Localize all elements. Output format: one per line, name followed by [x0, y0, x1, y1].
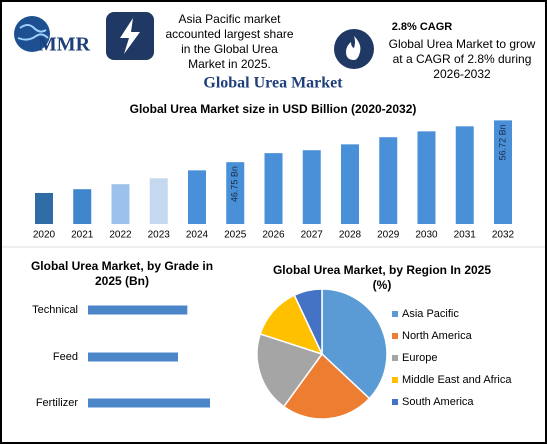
pie-slice — [256, 332, 324, 408]
x-tick-label: 2032 — [492, 230, 515, 241]
legend-label: North America — [402, 330, 473, 342]
legend-label: Europe — [402, 352, 437, 364]
bar — [341, 144, 359, 224]
pie-slice — [321, 288, 388, 400]
data-label: 56.72 Bn — [497, 124, 507, 160]
logo-globe-lines — [17, 24, 49, 41]
x-tick-label: 2029 — [377, 230, 400, 241]
bar — [188, 170, 206, 224]
legend-swatch — [392, 311, 398, 317]
bar — [35, 192, 53, 224]
main-title: Global Urea Market — [203, 75, 343, 92]
bar — [417, 131, 436, 224]
bar — [494, 120, 512, 224]
legend-swatch — [392, 377, 398, 383]
bar — [149, 178, 168, 224]
y-tick-label: Technical — [32, 304, 78, 316]
chart-title: Global Urea Market size in USD Billion (… — [130, 102, 417, 116]
x-tick-label: 2026 — [262, 230, 285, 241]
chart-title: Global Urea Market, by Grade in 2025 (Bn… — [30, 259, 214, 288]
bar — [455, 126, 474, 224]
pie-slice — [293, 288, 323, 355]
x-tick-label: 2030 — [415, 230, 438, 241]
legend-swatch — [392, 399, 398, 405]
bar — [111, 184, 130, 224]
flame-icon — [346, 36, 361, 60]
x-tick-label: 2027 — [301, 230, 324, 241]
y-tick-label: Feed — [53, 351, 78, 363]
chart-title: Global Urea Market, by Region In 2025 (%… — [272, 263, 492, 292]
lightning-icon — [120, 18, 140, 54]
cagr-title: 2.8% CAGR — [391, 21, 453, 33]
bar — [88, 398, 210, 408]
x-tick-label: 2020 — [33, 230, 56, 241]
bar — [302, 150, 321, 224]
bar — [88, 305, 188, 315]
x-tick-label: 2023 — [148, 230, 171, 241]
bar — [88, 352, 178, 362]
x-tick-label: 2022 — [109, 230, 132, 241]
x-tick-label: 2028 — [339, 230, 362, 241]
bar — [73, 189, 92, 224]
bar — [226, 162, 245, 224]
fact-text: Global Urea Market to grow at a CAGR of … — [388, 37, 536, 81]
legend-label: Asia Pacific — [402, 308, 459, 320]
bar — [379, 137, 398, 224]
fact-text: Asia Pacific market accounted largest sh… — [165, 12, 294, 71]
legend-label: South America — [402, 396, 474, 408]
pie-slice — [282, 352, 371, 420]
data-label: 46.75 Bn — [230, 166, 240, 202]
x-tick-label: 2031 — [454, 230, 477, 241]
logo-text: MMR — [38, 34, 91, 56]
bar — [264, 153, 283, 224]
logo-globe — [14, 16, 50, 52]
x-tick-label: 2025 — [224, 230, 247, 241]
legend-swatch — [392, 355, 398, 361]
x-tick-label: 2021 — [71, 230, 94, 241]
y-tick-label: Fertilizer — [36, 397, 79, 409]
legend-label: Middle East and Africa — [402, 374, 512, 386]
x-tick-label: 2024 — [186, 230, 209, 241]
legend-swatch — [392, 333, 398, 339]
